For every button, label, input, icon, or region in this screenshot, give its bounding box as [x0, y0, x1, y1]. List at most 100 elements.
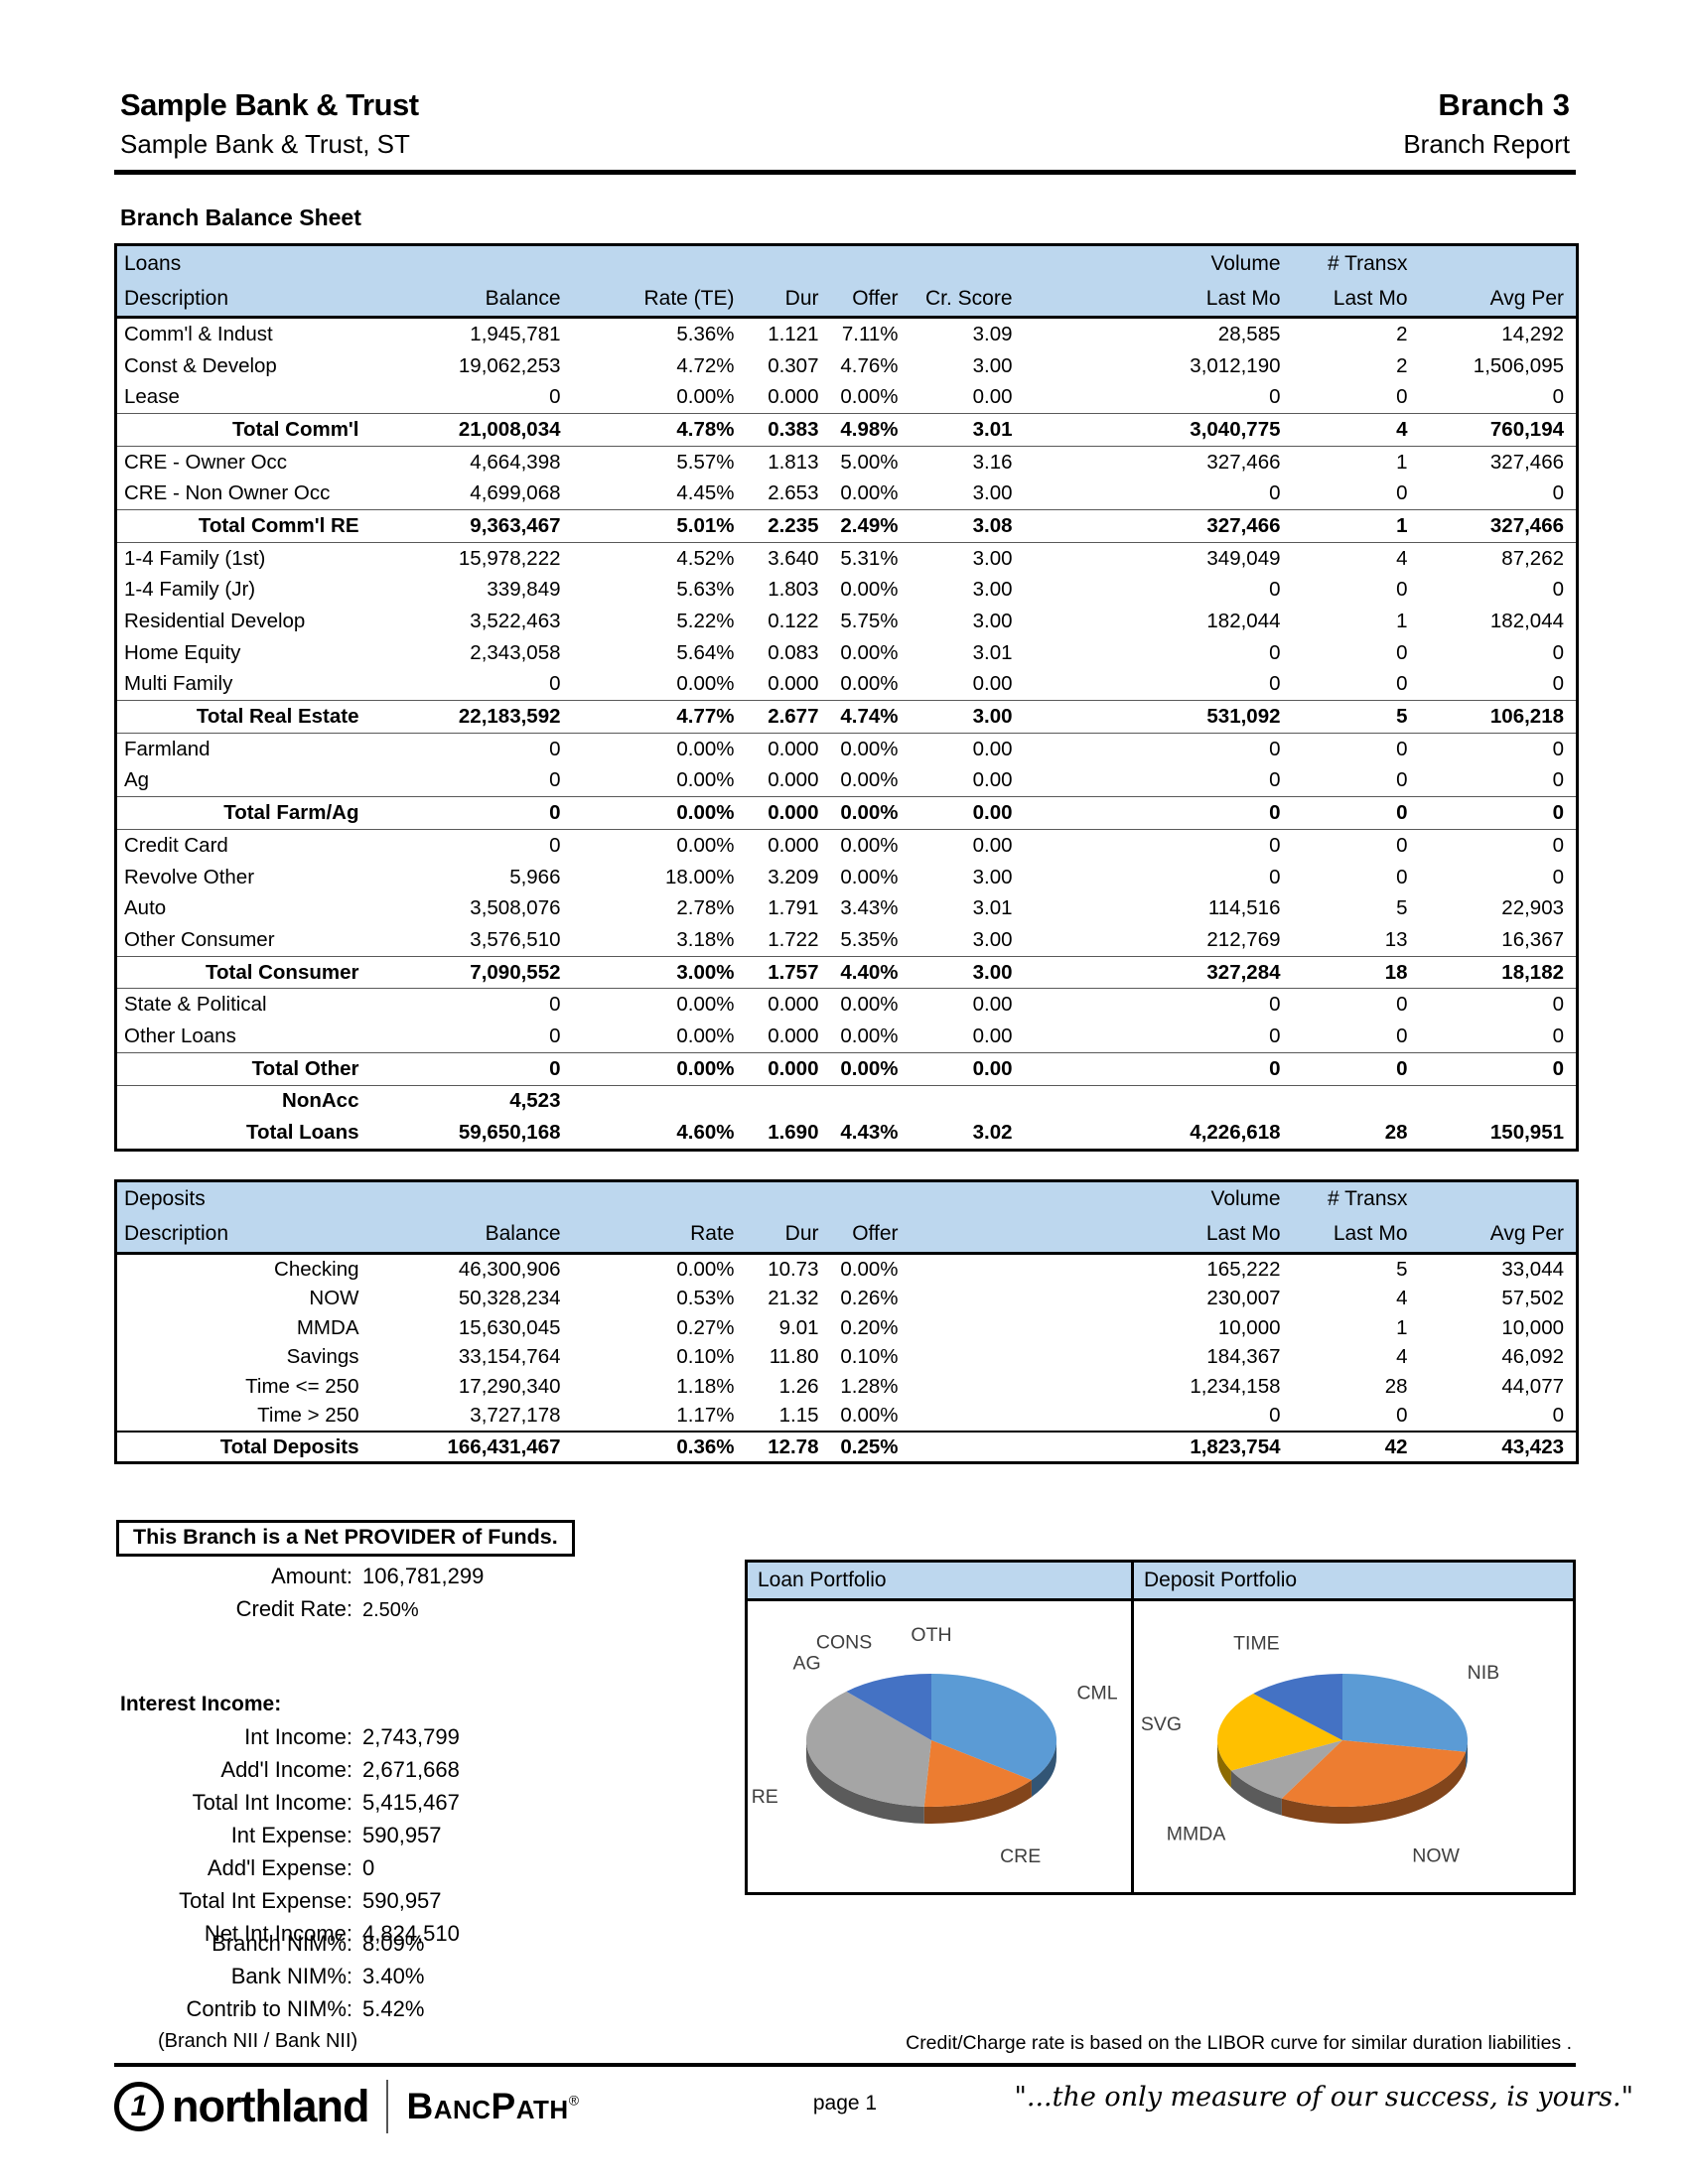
table-cell: 1-4 Family (Jr): [124, 578, 256, 602]
table-cell: 327,466: [1206, 513, 1281, 537]
table-row: Time > 250 3,727,178 1.17% 1.15 0.00% 0 0 0: [116, 1401, 1578, 1432]
table-cell: 165,222: [1206, 1257, 1281, 1281]
table-cell: 10,000: [1217, 1315, 1281, 1339]
line-value: 106,781,299: [362, 1564, 485, 1589]
label-value-line: Int Income: 2,743,799: [114, 1724, 460, 1757]
table-cell: 3.00: [972, 927, 1013, 951]
table-cell: [911, 1284, 1025, 1313]
interest-income-heading: Interest Income:: [120, 1693, 282, 1716]
table-cell: 5.63%: [676, 578, 735, 602]
table-cell: 28,585: [1217, 322, 1281, 345]
table-cell: 0.000: [768, 768, 819, 792]
table-cell: 1.722: [768, 927, 819, 951]
table-cell: 0.00: [972, 801, 1013, 825]
table-cell: 33,044: [1501, 1257, 1565, 1281]
table-cell: 0.00: [972, 768, 1013, 792]
header-rule: [114, 170, 1576, 175]
table-cell: 0: [1396, 768, 1408, 792]
interest-income-lines: Int Income: 2,743,799 Add'l Income: 2,671,6…: [114, 1724, 460, 1954]
table-cell: 1: [1396, 513, 1408, 537]
table-cell: NOW: [309, 1287, 359, 1310]
table-cell: 166,431,467: [447, 1434, 561, 1458]
table-cell: 0.00: [972, 672, 1013, 696]
pie-label-oth: OTH: [911, 1625, 951, 1647]
col-rate: Rate (TE): [572, 281, 747, 318]
loans-table-header: Loans Volume # Transx Description Balanc…: [115, 244, 1578, 318]
table-row: Const & Develop 19,062,253 4.72% 0.307 4.76%…: [116, 350, 1578, 382]
table-cell: NonAcc: [282, 1089, 359, 1113]
table-cell: Revolve Other: [124, 865, 255, 888]
table-cell: [911, 1342, 1025, 1372]
table-cell: [747, 1085, 831, 1117]
loans-group-label: Loans: [115, 244, 1025, 281]
table-cell: [911, 1432, 1025, 1463]
table-cell: 0.00%: [840, 640, 899, 664]
table-cell: 28: [1384, 1374, 1408, 1398]
table-row: CRE - Owner Occ 4,664,398 5.57% 1.813 5.00% 3…: [116, 446, 1578, 478]
table-row: Total Farm/Ag 0 0.00% 0.000 0.00% 0.00 0 0 0: [115, 796, 1578, 830]
line-value: 0: [362, 1855, 375, 1881]
table-cell: 4,664,398: [470, 450, 561, 474]
table-cell: 0.083: [768, 640, 819, 664]
table-cell: 3.00: [972, 705, 1013, 729]
table-cell: 0.000: [768, 737, 819, 760]
pie-slice-cml: [931, 1674, 1056, 1781]
table-cell: Ag: [124, 768, 150, 792]
table-cell: 87,262: [1501, 546, 1564, 570]
table-cell: 9,363,467: [470, 513, 561, 537]
page-number: page 1: [812, 2092, 878, 2116]
table-cell: 1: [1396, 1315, 1408, 1339]
table-row: Total Comm'l 21,008,034 4.78% 0.383 4.98% 3.0…: [115, 413, 1578, 447]
table-cell: Total Consumer: [205, 960, 359, 984]
table-cell: 5: [1396, 705, 1408, 729]
table-cell: 0.00%: [840, 385, 899, 409]
table-cell: 3.640: [768, 546, 819, 570]
table-cell: Farmland: [124, 737, 211, 760]
line-value: 2,743,799: [362, 1724, 460, 1750]
table-cell: 0: [1552, 481, 1564, 505]
table-cell: 0.000: [768, 801, 819, 825]
table-cell: 4.60%: [676, 1121, 735, 1145]
table-row: NonAcc 4,523: [116, 1085, 1578, 1117]
table-cell: 0: [1269, 801, 1281, 825]
table-cell: 12.78: [768, 1434, 819, 1458]
table-cell: 5.00%: [840, 450, 899, 474]
loan-portfolio-title: Loan Portfolio: [748, 1563, 1131, 1602]
table-cell: [911, 1085, 1025, 1117]
loans-table: Loans Volume # Transx Description Balanc…: [114, 243, 1579, 1152]
pie-slice-cre: [923, 1740, 1032, 1808]
table-cell: 0: [1552, 993, 1564, 1017]
table-cell: 3.209: [768, 865, 819, 888]
table-cell: 43,423: [1501, 1434, 1565, 1458]
report-header: Sample Bank & Trust Branch 3 Sample Bank…: [114, 87, 1576, 175]
table-cell: 0.00%: [676, 801, 735, 825]
table-cell: 13: [1384, 927, 1408, 951]
col-vol-last-mo: Last Mo: [1024, 1216, 1293, 1254]
table-cell: 0.00%: [840, 1056, 899, 1080]
label-value-line: Add'l Expense: 0: [114, 1855, 460, 1888]
table-cell: 0.00%: [676, 672, 735, 696]
deposit-portfolio-pie-chart: NIB NOW MMDA SVG TIME: [1134, 1601, 1573, 1892]
table-cell: 0.36%: [676, 1434, 735, 1458]
pie-slice-svg: [1217, 1694, 1342, 1771]
table-cell: 2.677: [768, 705, 819, 729]
table-row: Farmland 0 0.00% 0.000 0.00% 0.00 0 0 0: [116, 733, 1578, 764]
table-cell: 1.757: [768, 960, 819, 984]
table-cell: 3.00: [972, 960, 1013, 984]
table-cell: 5.35%: [840, 927, 899, 951]
table-row: Checking 46,300,906 0.00% 10.73 0.00% 165,222…: [116, 1253, 1578, 1284]
table-cell: 0.00%: [840, 993, 899, 1017]
table-row: Savings 33,154,764 0.10% 11.80 0.10% 184,367 4…: [116, 1342, 1578, 1372]
col-balance: Balance: [368, 1216, 573, 1254]
line-label: Branch NIM%:: [211, 1931, 352, 1957]
deposit-pie-svg: NIB NOW MMDA SVG TIME: [1141, 1633, 1499, 1867]
line-value: 4,824,510: [362, 1921, 460, 1947]
table-cell: 0: [549, 672, 561, 696]
table-cell: Home Equity: [124, 640, 241, 664]
table-cell: 3.18%: [676, 927, 735, 951]
line-label: Bank NIM%:: [230, 1964, 352, 1989]
table-cell: 0.10%: [840, 1345, 899, 1369]
pie-slice-side: [1031, 1740, 1056, 1798]
table-cell: 0.00: [972, 993, 1013, 1017]
col-rate: Rate: [572, 1216, 747, 1254]
